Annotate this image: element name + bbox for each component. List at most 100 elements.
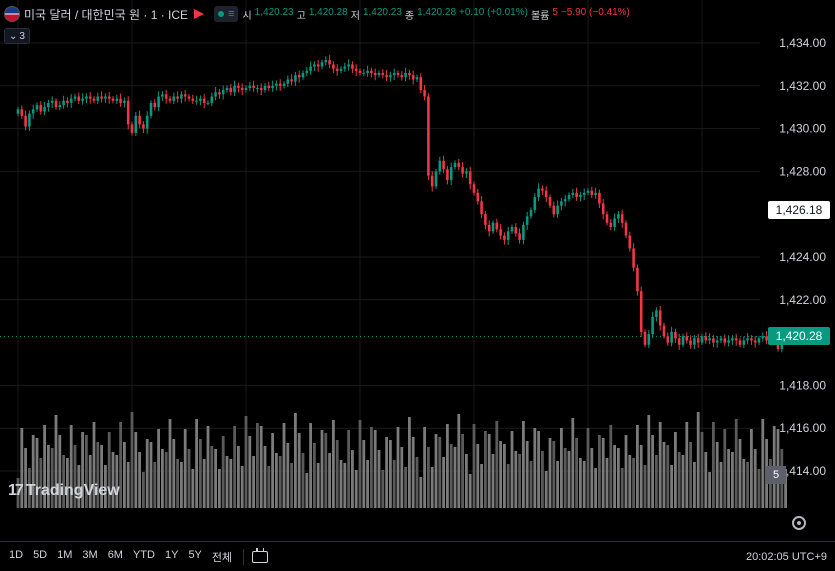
indicators-collapse-button[interactable]: ⌄ 3 <box>4 28 30 44</box>
volume-bar <box>537 431 540 508</box>
crosshair-price-tag: 1,426.18 <box>768 201 830 219</box>
volume-bar <box>446 424 449 508</box>
candle-body <box>552 205 556 215</box>
volume-bar <box>423 427 426 508</box>
candle-body <box>157 96 160 108</box>
candle-body <box>252 85 255 88</box>
volume-bar <box>229 459 233 508</box>
candle-body <box>453 162 457 168</box>
utc-clock[interactable]: 20:02:05 UTC+9 <box>745 550 827 563</box>
range-button-ytd[interactable]: YTD <box>132 548 155 561</box>
range-button-5d[interactable]: 5D <box>33 548 48 561</box>
status-pill[interactable]: ≡ <box>214 6 239 22</box>
range-button-1m[interactable]: 1M <box>57 548 73 561</box>
candle-body <box>537 188 540 198</box>
candle-body <box>594 192 597 195</box>
volume-bar <box>221 436 225 508</box>
chart-area[interactable]: 17:0017:3018:0018:3019:0019:3020:001,434… <box>0 0 835 510</box>
volume-bar <box>738 439 742 508</box>
candle-body <box>389 75 392 78</box>
range-button-6m[interactable]: 6M <box>107 548 123 561</box>
candle-body <box>674 331 677 339</box>
price-chart[interactable]: 17:0017:3018:0018:3019:0019:3020:001,434… <box>0 0 835 510</box>
candle-body <box>358 70 362 73</box>
candle-body <box>518 233 521 240</box>
candle-body <box>742 340 746 345</box>
candle-body <box>404 72 407 78</box>
candle-body <box>187 96 191 99</box>
range-button-1y[interactable]: 1Y <box>164 548 179 561</box>
candle-body <box>335 68 339 71</box>
candle-body <box>271 85 274 88</box>
volume-bar <box>104 465 107 508</box>
candle-body <box>24 115 27 127</box>
candle-body <box>495 222 499 230</box>
volume-bar <box>734 419 738 508</box>
candle-body <box>620 214 624 223</box>
volume-bar <box>256 423 259 508</box>
candle-body <box>172 96 176 101</box>
range-button-3m[interactable]: 3M <box>82 548 98 561</box>
candle-body <box>750 338 753 341</box>
candle-body <box>560 201 563 206</box>
volume-bar <box>145 439 149 508</box>
open-label: 시 <box>242 10 252 22</box>
volume-bar <box>533 428 537 508</box>
volume-bar <box>449 444 453 508</box>
volume-bar <box>712 422 715 508</box>
volume-bar <box>43 425 46 508</box>
volume-bar <box>476 444 480 508</box>
candle-body <box>100 96 103 99</box>
volume-bar <box>438 437 442 508</box>
volume-bar <box>601 438 605 508</box>
volume-bar <box>655 455 658 508</box>
tradingview-logo-icon: 17 <box>8 482 24 499</box>
volume-bar <box>404 467 407 508</box>
volume-bar <box>708 472 711 508</box>
volume-bar <box>358 420 362 508</box>
candle-body <box>153 102 157 108</box>
candle-body <box>396 72 400 76</box>
y-axis-tick-label: 1,422.00 <box>779 293 826 307</box>
candle-body <box>297 75 301 78</box>
range-button-all[interactable]: 전체 <box>211 551 233 564</box>
candle-body <box>28 113 31 127</box>
candle-body <box>370 70 373 73</box>
settings-gear-icon[interactable] <box>792 516 806 530</box>
candle-body <box>351 64 354 69</box>
y-axis-tick-label: 1,428.00 <box>779 164 826 178</box>
volume-bar <box>620 468 624 508</box>
candle-body <box>655 310 658 317</box>
candle-body <box>320 62 324 67</box>
candle-body <box>579 194 582 198</box>
candle-body <box>313 64 316 67</box>
candle-body <box>693 338 696 345</box>
data-menu-icon: ≡ <box>228 8 235 20</box>
candle-body <box>476 192 480 202</box>
go-to-date-icon[interactable] <box>252 547 269 563</box>
candle-body <box>613 218 616 228</box>
candle-body <box>309 66 312 71</box>
candle-body <box>218 92 221 95</box>
tradingview-logo[interactable]: 17 TradingView <box>8 482 120 500</box>
volume-bar <box>252 456 255 508</box>
y-axis-tick-label: 1,432.00 <box>779 79 826 93</box>
volume-bar <box>415 457 419 508</box>
volume-bar <box>377 450 381 508</box>
candle-body <box>244 87 248 91</box>
range-button-1d[interactable]: 1D <box>9 548 24 561</box>
volume-bar <box>408 417 411 508</box>
candle-body <box>50 100 54 103</box>
candle-body <box>77 96 81 101</box>
candle-body <box>601 203 605 215</box>
candle-body <box>696 338 700 343</box>
candle-body <box>563 199 567 202</box>
symbol-title[interactable]: 미국 달러 / 대한민국 원 · 1 · ICE <box>24 7 189 22</box>
candle-body <box>81 98 84 101</box>
candle-body <box>415 77 419 80</box>
volume-bar <box>704 452 708 508</box>
range-button-5y[interactable]: 5Y <box>188 548 202 561</box>
volume-bar <box>605 458 609 508</box>
volume-bar <box>81 432 84 508</box>
volume-bar <box>647 415 651 508</box>
